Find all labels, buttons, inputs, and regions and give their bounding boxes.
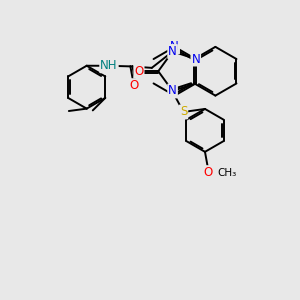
Text: O: O [134,65,144,78]
Text: CH₃: CH₃ [218,168,237,178]
Text: O: O [203,166,213,179]
Text: N: N [191,52,200,66]
Text: N: N [168,85,177,98]
Text: N: N [170,40,179,53]
Text: N: N [168,45,177,58]
Text: S: S [180,106,187,118]
Text: NH: NH [100,59,118,72]
Text: O: O [129,79,139,92]
